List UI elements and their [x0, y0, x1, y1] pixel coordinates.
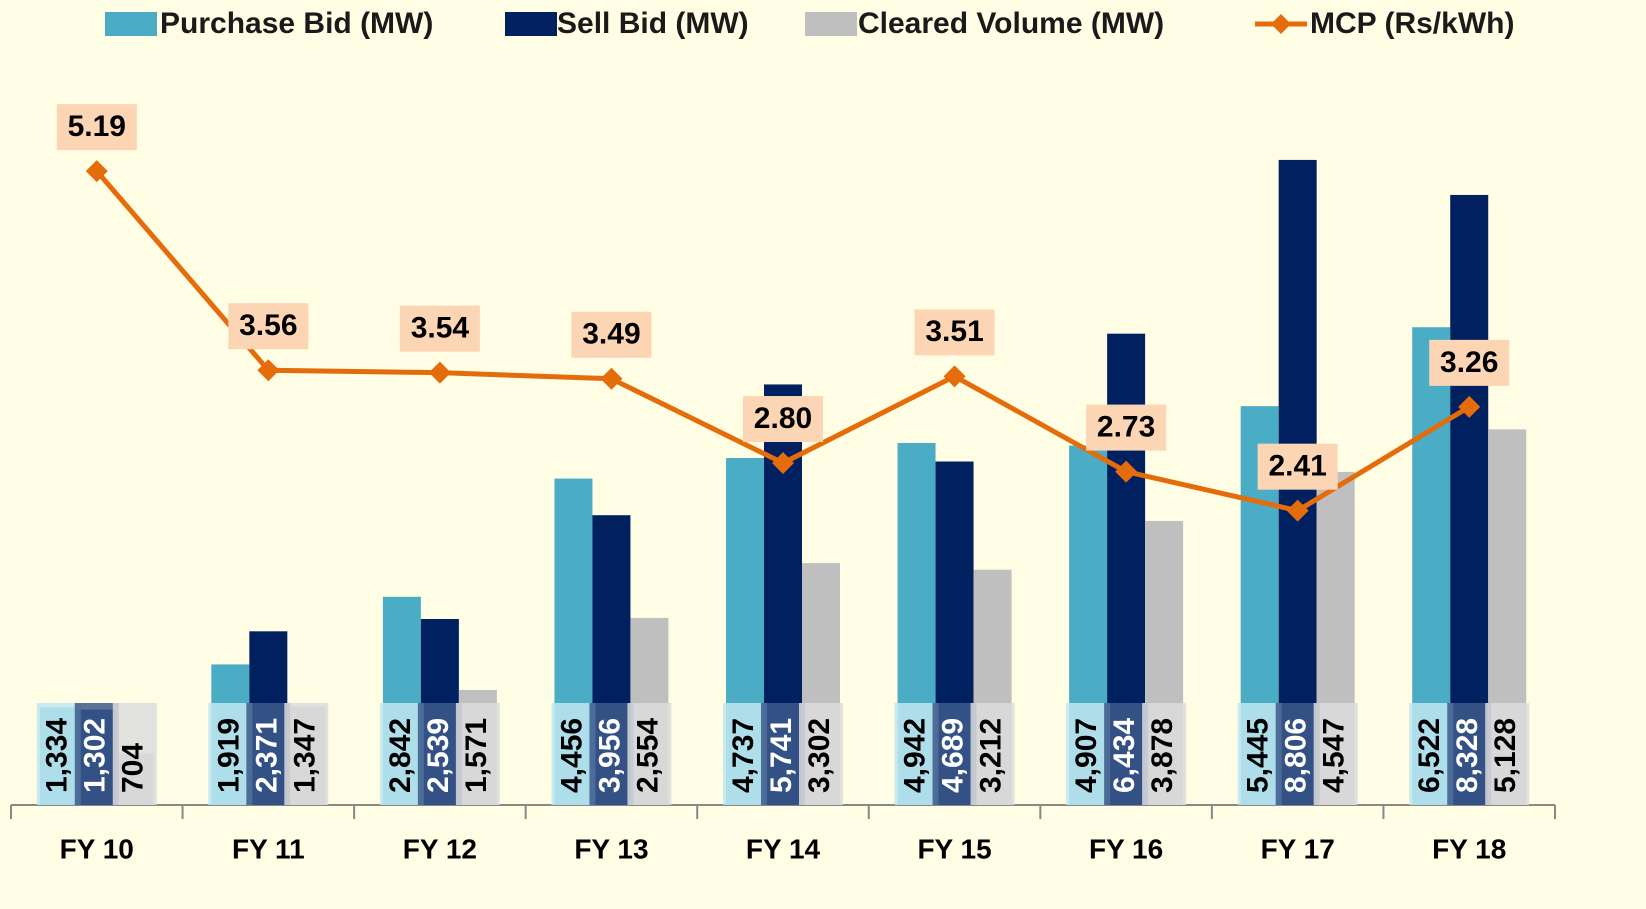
value-label: 1,334 [41, 718, 74, 793]
marker [257, 359, 280, 382]
value-label: 1,571 [460, 718, 493, 793]
value-label: 3,956 [593, 718, 626, 793]
value-label: 4,737 [727, 718, 760, 793]
value-label-box [246, 703, 291, 805]
value-label-box [1429, 339, 1510, 386]
marker [943, 365, 966, 388]
marker [1458, 395, 1481, 418]
value-label-box [970, 703, 1015, 805]
value-label-box [799, 703, 843, 805]
legend-label: Cleared Volume (MW) [858, 7, 1164, 40]
value-label: 3,302 [803, 718, 836, 793]
value-label-box [417, 703, 462, 805]
marker [1286, 499, 1309, 522]
value-label: 5,445 [1242, 718, 1275, 793]
value-label: 6,434 [1108, 718, 1141, 793]
value-label: 8,328 [1451, 718, 1484, 793]
value-label: 704 [117, 743, 150, 793]
value-label-box [723, 703, 767, 805]
marker [428, 361, 451, 384]
value-label-box [1066, 703, 1111, 805]
value-label: 1,302 [79, 718, 112, 793]
value-label: 5.19 [68, 110, 126, 143]
x-tick-label: FY 10 [60, 833, 134, 864]
value-label-box [551, 703, 596, 805]
value-label: 5,128 [1489, 718, 1522, 793]
value-label: 3,212 [974, 718, 1007, 793]
legend-swatch [105, 12, 157, 36]
value-label-box [743, 396, 823, 443]
value-label: 2,371 [250, 718, 283, 793]
value-label: 5,741 [765, 718, 798, 793]
value-label-box [284, 703, 329, 805]
value-label-box [208, 703, 253, 805]
value-label-box [1409, 703, 1454, 805]
value-label: 3.26 [1440, 346, 1498, 379]
value-label-box [589, 703, 634, 805]
value-label-box [932, 703, 977, 805]
value-label: 4,689 [936, 718, 969, 793]
value-label: 3,878 [1146, 718, 1179, 793]
value-label: 3.54 [411, 312, 470, 345]
value-label: 1,919 [212, 718, 245, 793]
value-label: 2,539 [422, 718, 455, 793]
value-label: 2.80 [754, 402, 812, 435]
legend-marker [1271, 14, 1291, 34]
value-label-box [1313, 703, 1358, 805]
value-label-box [1447, 703, 1492, 805]
value-label: 2,554 [631, 718, 664, 793]
value-label: 3.56 [239, 309, 297, 342]
value-label-box [761, 703, 805, 805]
marker [85, 160, 108, 183]
value-label-box [571, 311, 652, 358]
legend-label: MCP (Rs/kWh) [1310, 7, 1514, 40]
value-label-box [399, 305, 480, 352]
x-tick-label: FY 11 [232, 833, 305, 864]
value-label-box [56, 104, 137, 151]
value-label-box [1104, 703, 1149, 805]
x-tick-label: FY 18 [1432, 833, 1506, 864]
value-label-box [1257, 443, 1338, 490]
legend-swatch [805, 12, 857, 36]
value-label: 2.73 [1097, 411, 1155, 444]
value-label-box [1086, 404, 1167, 451]
value-label-box [379, 703, 424, 805]
value-label-box [112, 703, 157, 805]
value-label: 4,907 [1070, 718, 1103, 793]
value-label: 2.41 [1268, 450, 1326, 483]
marker [600, 367, 623, 390]
value-label: 4,547 [1318, 718, 1351, 793]
value-label-box [1142, 703, 1187, 805]
value-label: 4,942 [898, 718, 931, 793]
value-label-box [627, 703, 672, 805]
x-tick-label: FY 16 [1089, 833, 1163, 864]
value-label-box [914, 309, 995, 356]
legend-label: Sell Bid (MW) [557, 7, 749, 40]
value-label: 3.51 [925, 315, 983, 348]
value-label-box [455, 703, 500, 805]
value-label-box [228, 303, 309, 350]
value-label: 3.49 [582, 318, 640, 351]
value-label-box [74, 703, 119, 805]
value-label-box [894, 703, 939, 805]
value-label-box [1485, 703, 1530, 805]
value-label: 1,347 [288, 718, 321, 793]
marker [1115, 460, 1138, 483]
x-tick-label: FY 17 [1261, 833, 1335, 864]
value-label: 2,842 [384, 718, 417, 793]
legend-swatch [505, 12, 557, 36]
value-label-box [1275, 703, 1320, 805]
x-tick-label: FY 13 [574, 833, 648, 864]
x-tick-label: FY 14 [746, 833, 821, 864]
value-label-box [36, 703, 81, 805]
value-label-box [1237, 703, 1282, 805]
value-label: 8,806 [1280, 718, 1313, 793]
x-tick-label: FY 15 [917, 833, 991, 864]
value-label: 6,522 [1413, 718, 1446, 793]
x-tick-label: FY 12 [403, 833, 477, 864]
marker [772, 452, 794, 475]
value-label: 4,456 [555, 718, 588, 793]
legend-label: Purchase Bid (MW) [160, 7, 433, 40]
